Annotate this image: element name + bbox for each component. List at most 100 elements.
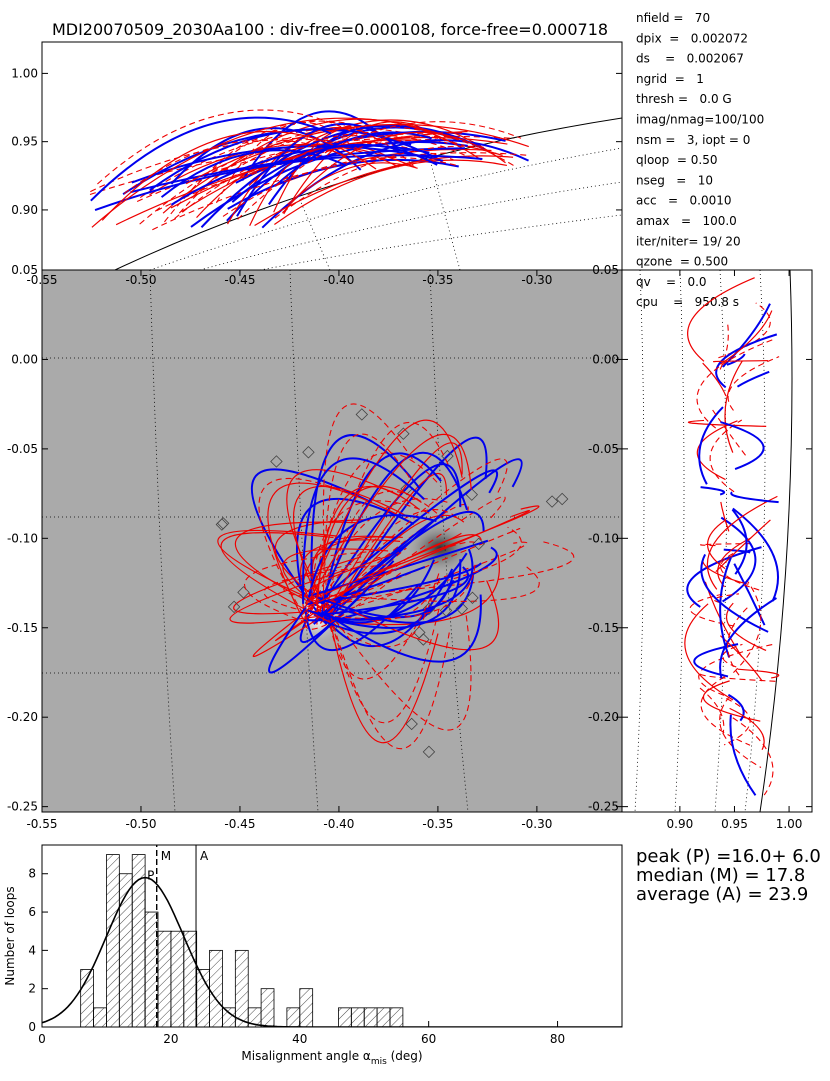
field-line <box>185 123 529 185</box>
field-line <box>282 131 491 214</box>
y-tick-label: 8 <box>28 867 36 881</box>
field-line <box>328 615 439 744</box>
x-tick-label-top: -0.55 <box>26 273 57 287</box>
field-line <box>314 573 455 619</box>
x-tick-label: -0.30 <box>521 817 552 831</box>
parameter: iter/niter= 19/ 20 <box>636 234 741 248</box>
field-line <box>719 696 762 768</box>
bar <box>389 1007 404 1027</box>
field-line <box>720 501 730 532</box>
footpoint <box>215 518 229 531</box>
bar <box>106 854 120 1027</box>
field-line <box>720 516 757 603</box>
y-tick-label: 4 <box>28 943 36 957</box>
field-line <box>200 124 485 228</box>
field-line <box>326 472 448 621</box>
marker-label: P <box>147 869 154 883</box>
field-line <box>729 707 765 751</box>
x-tick-label: 1.00 <box>776 817 803 831</box>
parameter: amax = 100.0 <box>636 214 737 228</box>
field-line <box>282 548 389 608</box>
field-line <box>304 509 459 618</box>
marker-label: A <box>200 849 209 863</box>
field-line <box>139 125 476 225</box>
field-line <box>737 668 780 679</box>
field-line <box>702 362 727 397</box>
field-line <box>718 302 771 359</box>
footpoint <box>355 408 369 421</box>
field-line <box>310 532 462 601</box>
y-tick-label: -0.25 <box>588 800 619 814</box>
field-line <box>723 698 751 746</box>
bar <box>363 1007 378 1027</box>
x-tick-label: 0 <box>38 1032 46 1046</box>
field-line <box>731 508 748 575</box>
field-line <box>316 581 437 648</box>
field-line <box>136 132 462 202</box>
field-line <box>732 507 780 602</box>
y-tick-label: -0.15 <box>7 621 38 635</box>
parameter-list: nfield = 70 dpix = 0.002072 ds = 0.002067 n… <box>636 11 764 309</box>
y-tick-label: -0.20 <box>7 710 38 724</box>
parameter: qloop = 0.50 <box>636 153 717 167</box>
field-line <box>307 509 530 608</box>
field-line <box>717 537 752 588</box>
x-label-unit: (deg) <box>387 1049 423 1063</box>
parameter: ds = 0.002067 <box>636 52 744 66</box>
x-tick-label: -0.50 <box>125 817 156 831</box>
field-line <box>736 370 770 388</box>
field-line <box>732 717 774 796</box>
parameter: qv = 0.0 <box>636 275 707 289</box>
field-line <box>723 548 751 554</box>
field-line <box>699 687 725 735</box>
field-line <box>726 353 746 366</box>
x-axis-label: Misalignment angle αmis (deg) <box>241 1049 422 1067</box>
footpoint <box>466 591 479 605</box>
y-tick-label: 6 <box>28 905 36 919</box>
field-line <box>308 458 508 613</box>
field-line <box>152 152 528 231</box>
top-panel-decor <box>114 117 622 270</box>
field-line <box>325 580 500 651</box>
field-line <box>733 563 766 626</box>
field-line <box>321 451 469 601</box>
parameter: cpu = 950.8 s <box>636 295 739 309</box>
y-tick-label: -0.10 <box>7 531 38 545</box>
field-line <box>719 323 729 370</box>
x-tick-label: 40 <box>292 1032 307 1046</box>
footpoint <box>455 602 469 615</box>
bar <box>350 1007 365 1027</box>
field-line <box>689 593 735 627</box>
field-line <box>217 529 337 602</box>
x-label-text: Misalignment angle α <box>241 1049 370 1063</box>
field-line <box>698 643 774 696</box>
bar <box>183 930 198 1027</box>
field-line <box>310 434 421 603</box>
field-line <box>101 131 377 221</box>
x-tick-label: 0.95 <box>721 817 748 831</box>
field-line <box>274 145 486 219</box>
field-line <box>237 121 522 220</box>
parameter: acc = 0.0010 <box>636 194 731 208</box>
field-line <box>322 403 416 616</box>
field-line <box>190 118 482 199</box>
y-tick-label: 0.00 <box>11 352 38 366</box>
field-line <box>90 116 332 202</box>
field-line <box>231 143 438 203</box>
field-lines <box>89 109 529 231</box>
field-line <box>684 603 734 701</box>
field-line <box>724 360 743 453</box>
y-tick-label: 1.00 <box>11 66 38 80</box>
field-line <box>326 604 440 724</box>
field-line <box>304 571 403 630</box>
field-line <box>286 469 400 613</box>
field-line <box>324 463 462 600</box>
y-tick-label: 0.95 <box>11 135 38 149</box>
x-tick-label: 80 <box>550 1032 565 1046</box>
y-tick-label: -0.25 <box>7 800 38 814</box>
field-line <box>702 680 761 722</box>
bar <box>338 1007 352 1027</box>
parameter: nsm = 3, iopt = 0 <box>636 133 750 147</box>
field-line <box>725 602 767 652</box>
x-tick-label: -0.35 <box>422 817 453 831</box>
